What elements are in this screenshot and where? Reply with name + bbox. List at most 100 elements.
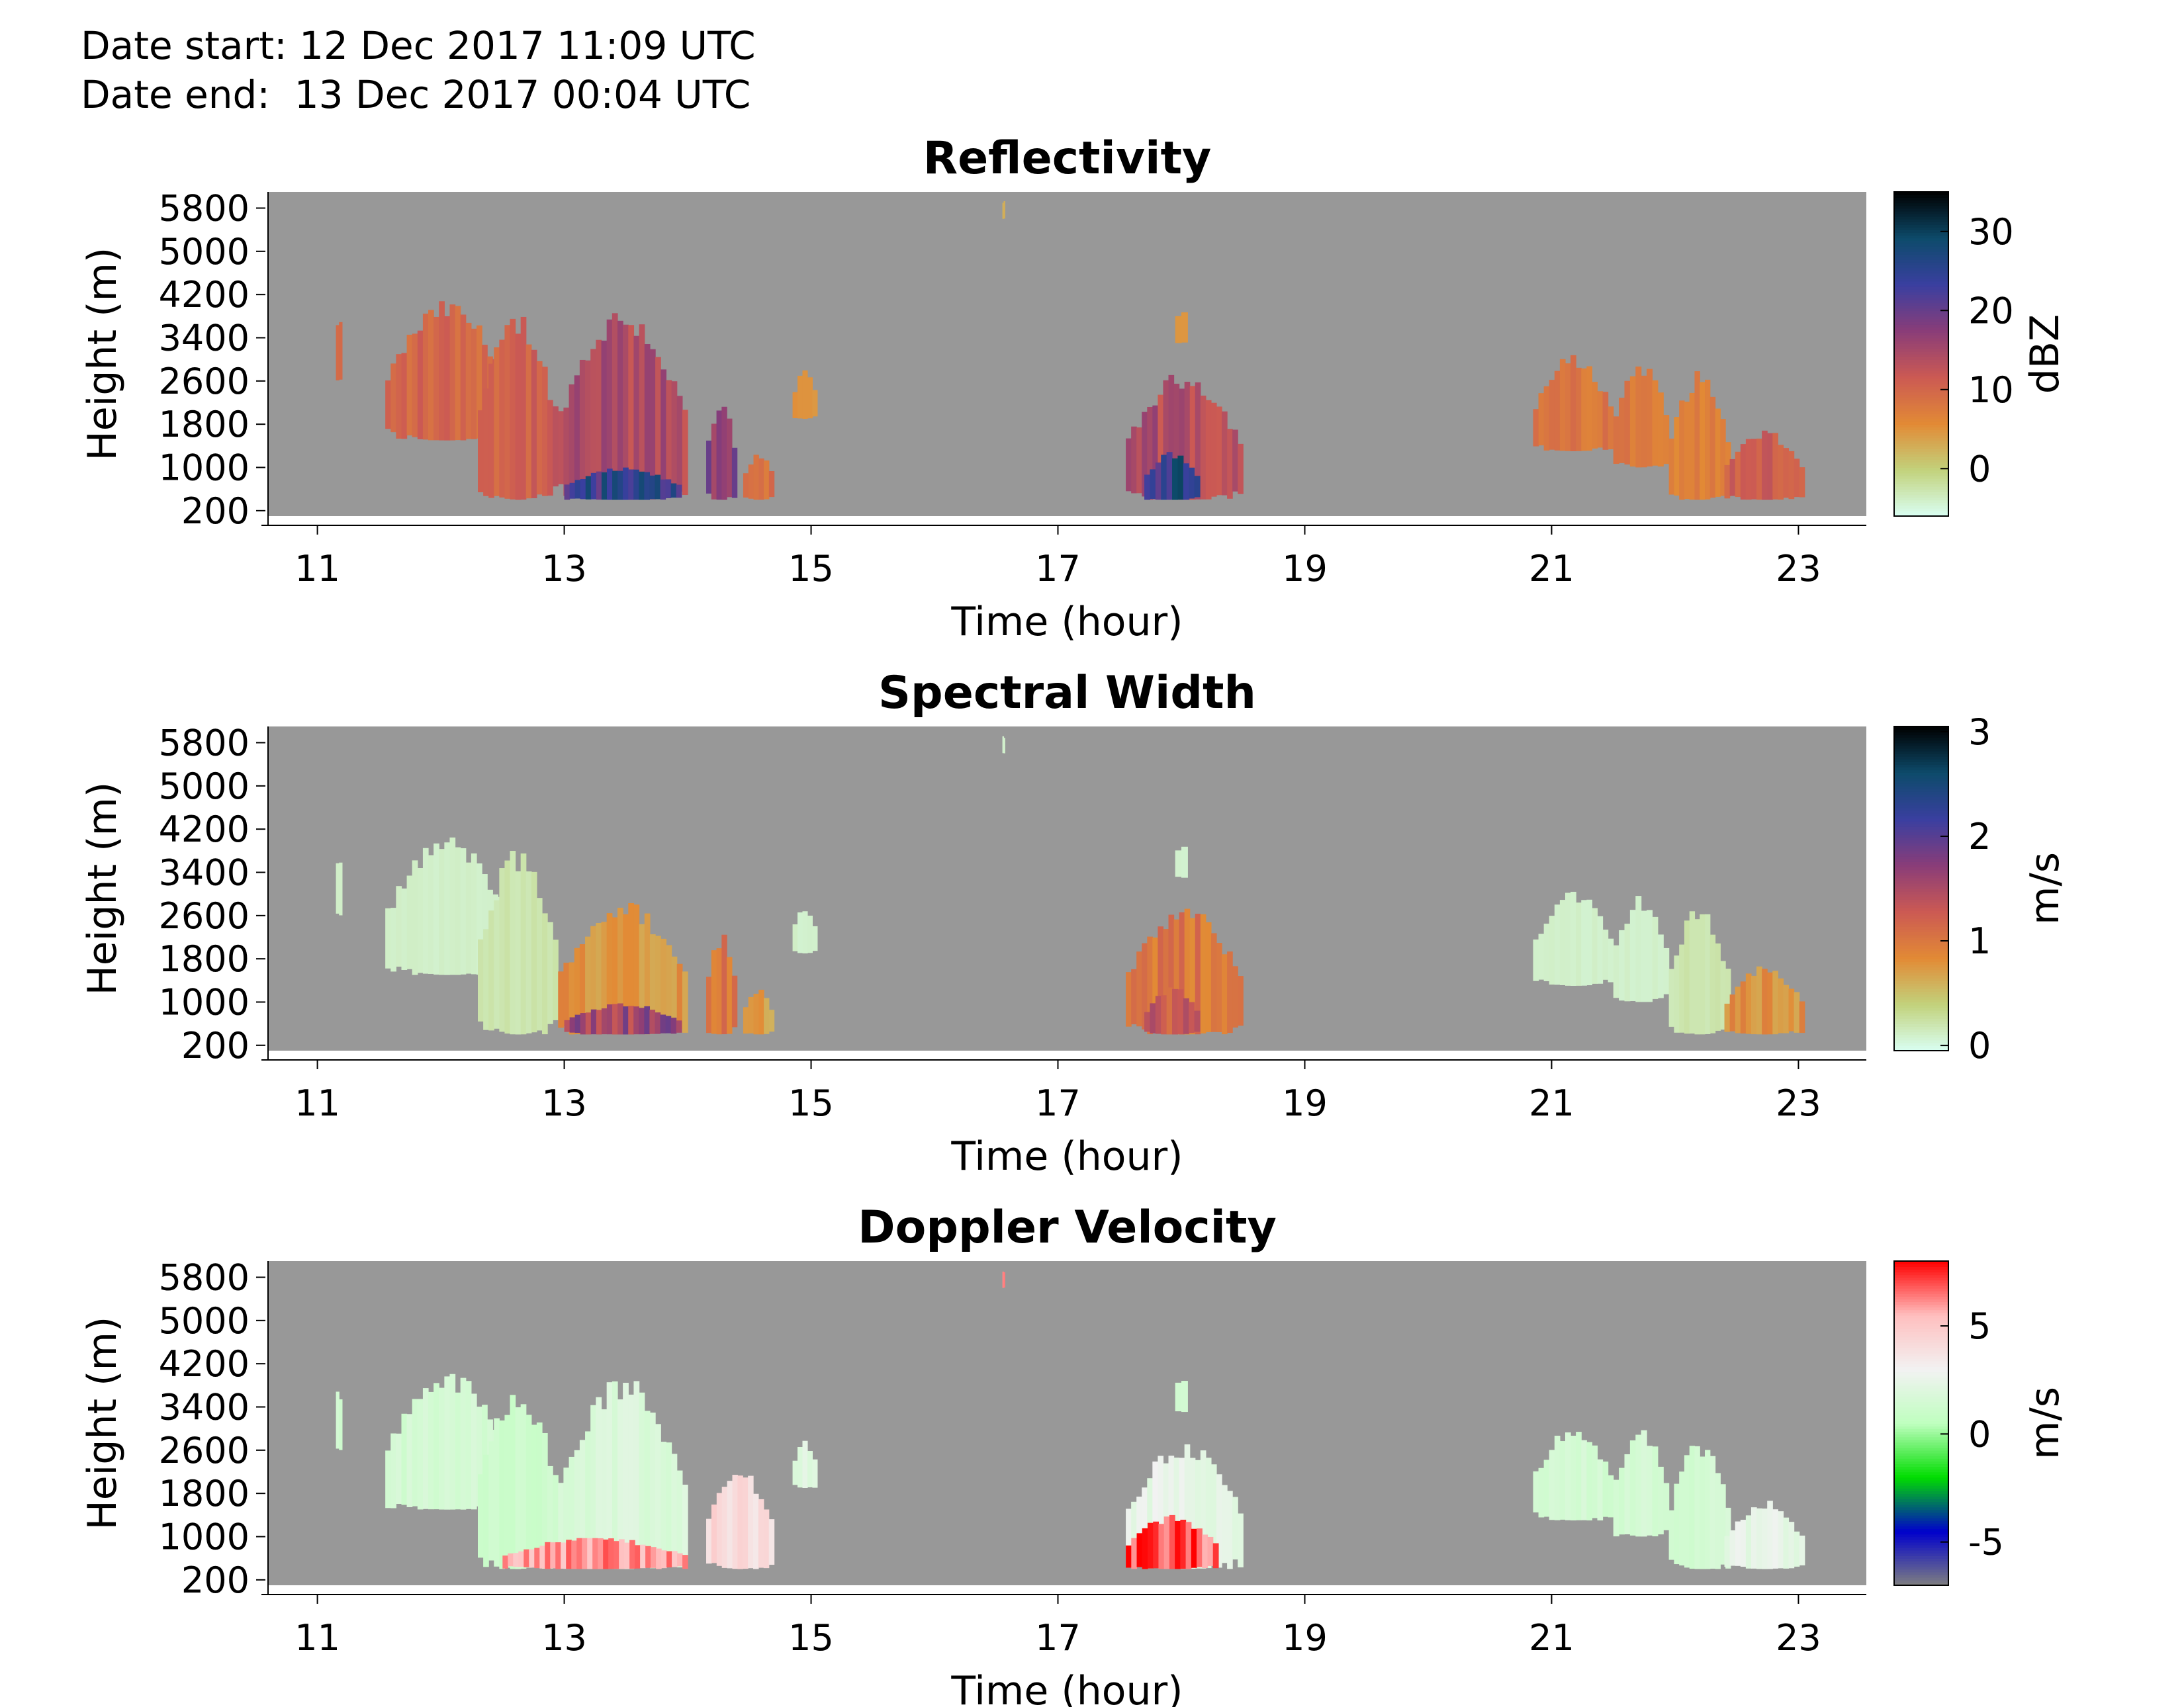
echo-cell xyxy=(1179,388,1185,500)
x-tick-label: 19 xyxy=(1282,1082,1328,1124)
echo-cell xyxy=(563,1467,570,1569)
echo-cell xyxy=(711,1505,717,1563)
echo-cell xyxy=(1227,429,1233,499)
echo-cell xyxy=(571,1540,577,1569)
colorbar-tick-label: 5 xyxy=(1968,1305,1991,1347)
colorbar-bin xyxy=(1894,435,1948,439)
colorbar-bin xyxy=(1894,994,1948,998)
echo-cell xyxy=(1715,408,1721,497)
colorbar-bin xyxy=(1894,424,1948,428)
echo-cell xyxy=(623,467,629,500)
echo-cell xyxy=(545,1542,551,1569)
echo-cell xyxy=(455,306,461,441)
echo-cell xyxy=(1175,1520,1181,1569)
echo-cell xyxy=(449,304,456,441)
echo-cell xyxy=(1200,1450,1206,1569)
colorbar-bin xyxy=(1894,270,1948,274)
colorbar-bin xyxy=(1894,1288,1948,1291)
colorbar-bin xyxy=(1894,1007,1948,1011)
echo-cell xyxy=(1778,978,1784,1033)
colorbar-bin xyxy=(1894,470,1948,474)
echo-cell xyxy=(1740,1520,1747,1567)
echo-cell xyxy=(504,325,511,499)
echo-cell xyxy=(802,1440,808,1488)
echo-cell xyxy=(515,1407,522,1569)
colorbar-bin xyxy=(1894,1485,1948,1489)
echo-cell xyxy=(585,936,591,1031)
echo-cell xyxy=(488,363,494,498)
y-tick-label: 3400 xyxy=(159,318,250,359)
x-tick-label: 17 xyxy=(1035,1082,1081,1124)
colorbar-bin xyxy=(1894,1461,1948,1465)
colorbar-bin xyxy=(1894,1528,1948,1532)
colorbar-bin xyxy=(1894,1015,1948,1019)
echo-cell xyxy=(601,340,608,499)
colorbar-bin xyxy=(1894,897,1948,900)
echo-cell xyxy=(1194,1010,1201,1032)
y-tick-label: 5000 xyxy=(159,766,250,807)
echo-cell xyxy=(336,1391,340,1449)
x-axis-label: Time (hour) xyxy=(950,599,1183,645)
echo-cell xyxy=(1799,467,1805,498)
echo-cell xyxy=(339,322,343,380)
colorbar-bin xyxy=(1894,764,1948,768)
x-tick-label: 15 xyxy=(788,1617,834,1659)
colorbar-bin xyxy=(1894,877,1948,881)
echo-cell xyxy=(542,367,548,496)
colorbar-tick-label: 0 xyxy=(1968,1413,1991,1455)
colorbar-bin xyxy=(1894,932,1948,936)
colorbar-bin xyxy=(1894,1426,1948,1429)
colorbar-bin xyxy=(1894,1358,1948,1362)
echo-cell xyxy=(1689,392,1696,500)
colorbar-bin xyxy=(1894,926,1948,930)
x-tick-label: 21 xyxy=(1529,548,1574,590)
colorbar-bin xyxy=(1894,1344,1948,1348)
colorbar-bin xyxy=(1894,889,1948,892)
colorbar-bin xyxy=(1894,310,1948,314)
colorbar-bin xyxy=(1894,921,1948,924)
echo-cell xyxy=(1183,998,1189,1034)
echo-cell xyxy=(606,319,613,500)
colorbar-bin xyxy=(1894,1407,1948,1411)
x-axis-label: Time (hour) xyxy=(950,1668,1183,1707)
colorbar-bin xyxy=(1894,392,1948,396)
colorbar-bin xyxy=(1894,1412,1948,1416)
echo-cell xyxy=(1663,1483,1670,1530)
echo-cell xyxy=(743,1477,749,1569)
colorbar-bin xyxy=(1894,197,1948,201)
colorbar-bin xyxy=(1894,1466,1948,1470)
echo-cell xyxy=(412,860,418,975)
echo-cell xyxy=(542,1432,548,1569)
echo-cell xyxy=(672,1551,678,1567)
colorbar-bin xyxy=(1894,1447,1948,1451)
echo-cell xyxy=(1705,379,1711,500)
echo-cell xyxy=(460,848,467,975)
colorbar-label: m/s xyxy=(2022,852,2068,925)
echo-cell xyxy=(1210,1464,1217,1566)
echo-cell xyxy=(792,1460,798,1485)
echo-cell xyxy=(1745,439,1752,500)
echo-cell xyxy=(753,455,759,500)
echo-cell xyxy=(406,875,413,969)
echo-cell xyxy=(574,375,580,493)
echo-cell xyxy=(460,1378,467,1510)
y-tick-label: 4200 xyxy=(159,1343,250,1385)
echo-cell xyxy=(574,480,581,499)
echo-cell xyxy=(1581,368,1587,451)
echo-cell xyxy=(566,1540,572,1569)
echo-cell xyxy=(1586,366,1592,451)
echo-cell xyxy=(536,361,543,495)
echo-cell xyxy=(656,1548,662,1569)
echo-cell xyxy=(590,1009,597,1035)
echo-cell xyxy=(1778,445,1784,500)
echo-cell xyxy=(478,1474,484,1558)
echo-cell xyxy=(483,388,489,496)
colorbar-bin xyxy=(1894,1331,1948,1335)
x-tick-label: 13 xyxy=(541,1082,587,1124)
echo-cell xyxy=(1570,1435,1576,1520)
colorbar-bin xyxy=(1894,1531,1948,1535)
panel-2: Spectral Width 20010001800260034004200500… xyxy=(79,667,2068,1180)
echo-cell xyxy=(1142,412,1148,497)
echo-cell xyxy=(513,1553,519,1567)
echo-cell xyxy=(1674,955,1680,1033)
